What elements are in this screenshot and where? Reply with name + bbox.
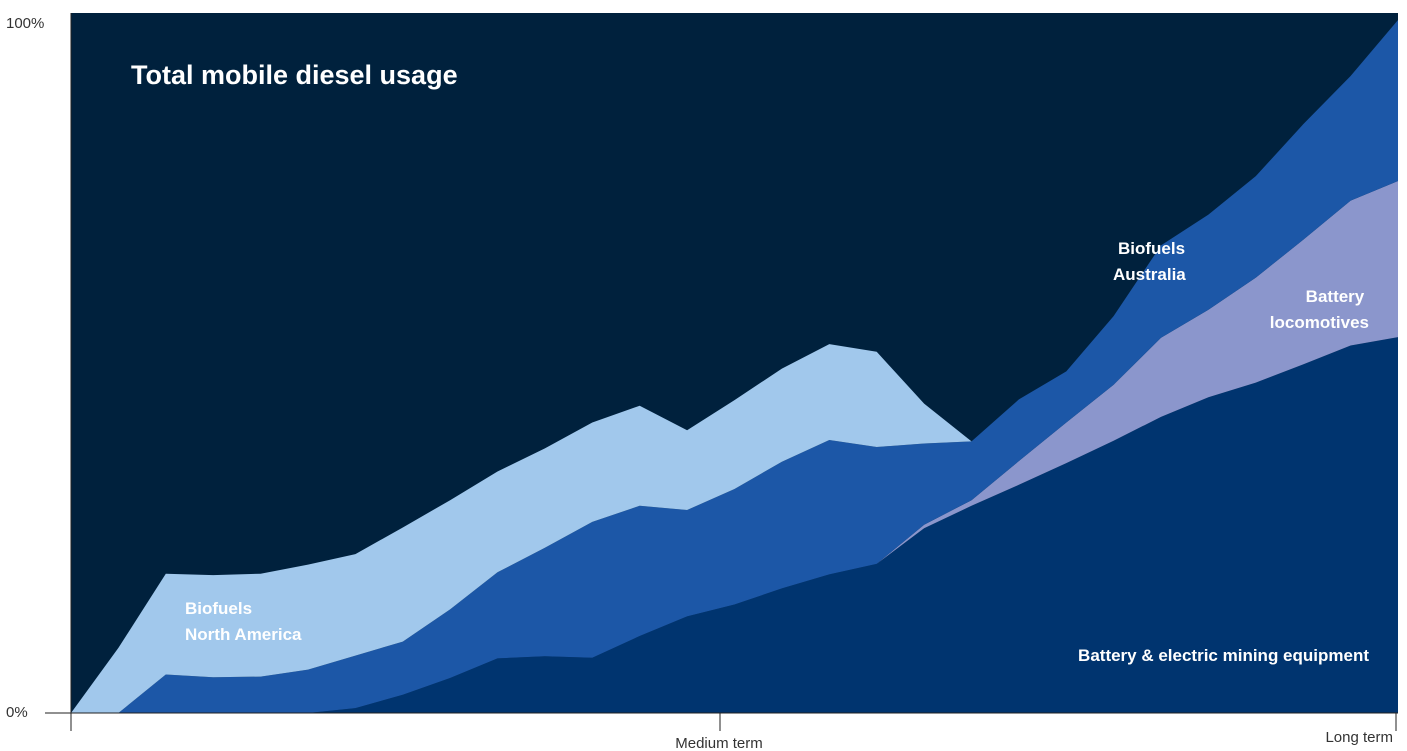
label-biofuels-north-america-line1: Biofuels — [185, 599, 252, 618]
label-battery-electric-mining-equipment: Battery & electric mining equipment — [1078, 646, 1369, 665]
label-biofuels-north-america-line2: North America — [185, 625, 302, 644]
area-battery-electric-mining-equipment — [71, 337, 1398, 713]
label-biofuels-australia: Biofuels Australia — [1113, 239, 1190, 284]
label-battery-locomotives-line1: Battery — [1306, 287, 1365, 306]
label-battery-locomotives-line2: locomotives — [1270, 313, 1369, 332]
area-biofuels-north-america — [71, 20, 1398, 713]
y-tick-label-0: 0% — [6, 704, 28, 721]
y-tick-label-100: 100% — [6, 15, 44, 32]
chart-title: Total mobile diesel usage — [131, 60, 458, 90]
area-biofuels-australia — [71, 20, 1398, 713]
x-tick-label-long-term: Long term — [1325, 729, 1393, 746]
label-biofuels-australia-line1: Biofuels — [1118, 239, 1185, 258]
series-areas — [71, 20, 1398, 713]
label-biofuels-australia-line2: Australia — [1113, 265, 1186, 284]
label-battery-locomotives: Battery locomotives — [1270, 287, 1369, 332]
x-tick-label-medium-term: Medium term — [675, 735, 763, 751]
label-biofuels-north-america: Biofuels North America — [185, 599, 302, 644]
